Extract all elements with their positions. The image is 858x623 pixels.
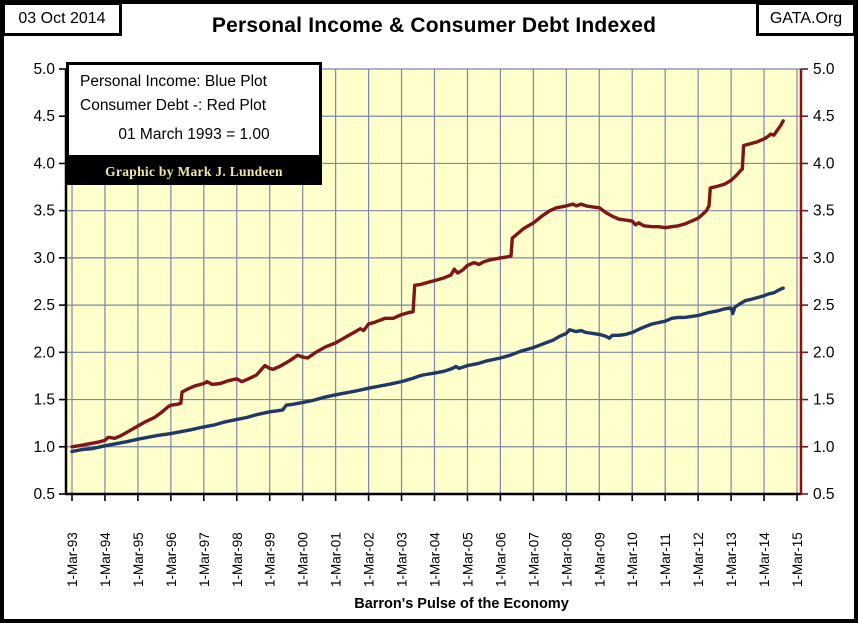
date-label: 03 Oct 2014 — [18, 10, 106, 27]
consumer-debt-line — [70, 119, 785, 449]
x-axis-label: 1-Mar-10 — [625, 532, 640, 587]
x-axis-label: 1-Mar-09 — [592, 532, 607, 587]
personal-income-line — [70, 286, 785, 454]
y-axis-label-right: 4.5 — [813, 108, 835, 125]
y-axis-label-left: 1.5 — [33, 392, 55, 409]
y-axis-label-left: 4.0 — [33, 155, 55, 172]
y-axis-label-right: 3.5 — [813, 203, 835, 220]
y-axis-label-left: 3.5 — [33, 203, 55, 220]
legend-personal-income: Personal Income: Blue Plot — [80, 73, 267, 90]
x-axis-label: 1-Mar-00 — [296, 532, 311, 587]
x-axis-label: 1-Mar-94 — [98, 532, 113, 587]
y-axis-label-left: 2.0 — [33, 344, 55, 361]
y-axis-label-right: 3.0 — [813, 250, 835, 267]
site-box: GATA.Org — [756, 4, 854, 36]
y-axis-label-left: 0.5 — [33, 486, 55, 503]
y-axis-label-right: 2.5 — [813, 297, 835, 314]
x-axis-caption: Barron's Pulse of the Economy — [354, 596, 569, 612]
y-axis-label-left: 2.5 — [33, 297, 55, 314]
x-axis-label: 1-Mar-06 — [493, 532, 508, 587]
x-axis-label: 1-Mar-97 — [197, 532, 212, 587]
legend-box: Personal Income: Blue Plot Consumer Debt… — [66, 62, 322, 158]
x-axis-label: 1-Mar-11 — [658, 533, 673, 587]
y-axis-label-right: 0.5 — [813, 486, 835, 503]
x-axis-label: 1-Mar-03 — [395, 532, 410, 587]
chart-canvas: 0.5 0.5 1.0 1.0 1.5 1.5 2.0 2.0 2.5 2.5 3.0 3.0 3.5 3… — [33, 61, 835, 587]
legend-index-note: 01 March 1993 = 1.00 — [118, 126, 270, 143]
x-axis-label: 1-Mar-14 — [757, 532, 772, 587]
y-axis-label-right: 4.0 — [813, 155, 835, 172]
x-axis-label: 1-Mar-07 — [526, 532, 541, 587]
x-axis-label: 1-Mar-98 — [230, 532, 245, 587]
x-axis-label: 1-Mar-04 — [428, 532, 443, 587]
y-axis-label-left: 3.0 — [33, 250, 55, 267]
y-axis-label-right: 2.0 — [813, 344, 835, 361]
x-axis-label: 1-Mar-96 — [164, 532, 179, 587]
y-axis-label-left: 5.0 — [33, 61, 55, 78]
page-title: Personal Income & Consumer Debt Indexed — [211, 14, 657, 37]
x-axis-label: 1-Mar-99 — [263, 532, 278, 587]
x-axis-label: 1-Mar-13 — [724, 532, 739, 587]
date-box: 03 Oct 2014 — [4, 4, 122, 36]
x-axis-label: 1-Mar-01 — [329, 532, 344, 587]
x-axis-label: 1-Mar-93 — [65, 532, 80, 587]
y-axis-label-left: 1.0 — [33, 439, 55, 456]
x-axis-label: 1-Mar-95 — [131, 532, 146, 587]
legend-consumer-debt: Consumer Debt -: Red Plot — [80, 97, 267, 114]
x-axis-label: 1-Mar-12 — [691, 532, 706, 587]
x-axis-label: 1-Mar-15 — [790, 532, 805, 587]
y-axis-label-right: 5.0 — [813, 61, 835, 78]
x-axis-label: 1-Mar-08 — [559, 532, 574, 587]
x-axis-label: 1-Mar-02 — [362, 532, 377, 587]
site-label: GATA.Org — [769, 10, 843, 27]
x-axis-label: 1-Mar-05 — [460, 532, 475, 587]
y-axis-label-right: 1.5 — [813, 392, 835, 409]
y-axis-label-right: 1.0 — [813, 439, 835, 456]
y-axis-label-left: 4.5 — [33, 108, 55, 125]
credit-bar: Graphic by Mark J. Lundeen — [66, 158, 322, 185]
